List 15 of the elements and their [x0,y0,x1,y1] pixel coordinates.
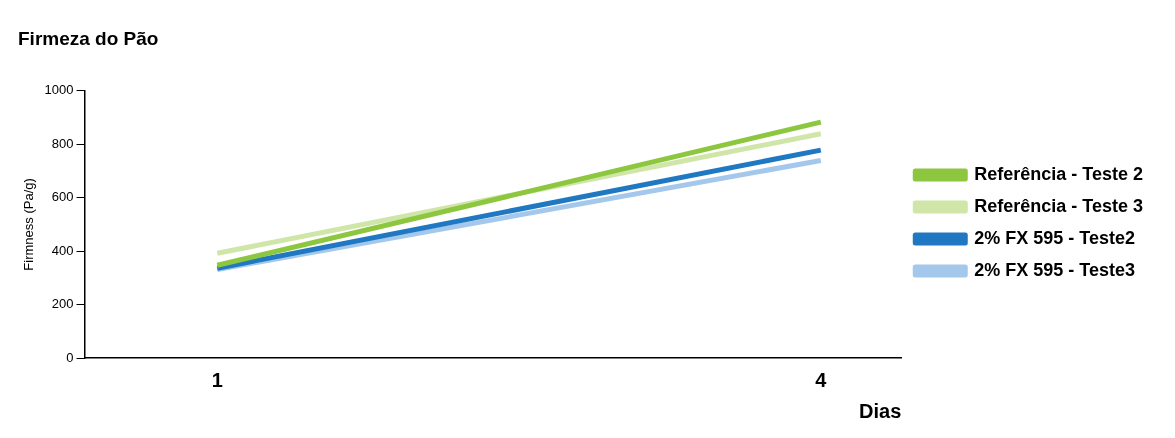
y-tick-label: 200 [51,296,74,312]
y-tick-label: 600 [51,189,74,205]
y-tick-label: 800 [51,135,74,151]
chart-title: Firmeza do Pão [18,27,159,49]
legend-label: 2% FX 595 - Teste3 [974,259,1136,280]
legend-label: Referência - Teste 2 [974,163,1144,184]
y-axis-title: Firmness (Pa/g) [21,178,37,271]
legend-label: 2% FX 595 - Teste2 [974,227,1136,248]
y-tick-label: 400 [51,242,74,258]
y-tick-label: 0 [66,349,74,365]
x-tick-label: 4 [815,368,828,391]
x-tick-label: 1 [211,368,223,391]
y-tick-label: 1000 [44,82,74,98]
x-axis-title: Dias [859,399,902,422]
legend-label: Referência - Teste 3 [974,195,1144,216]
